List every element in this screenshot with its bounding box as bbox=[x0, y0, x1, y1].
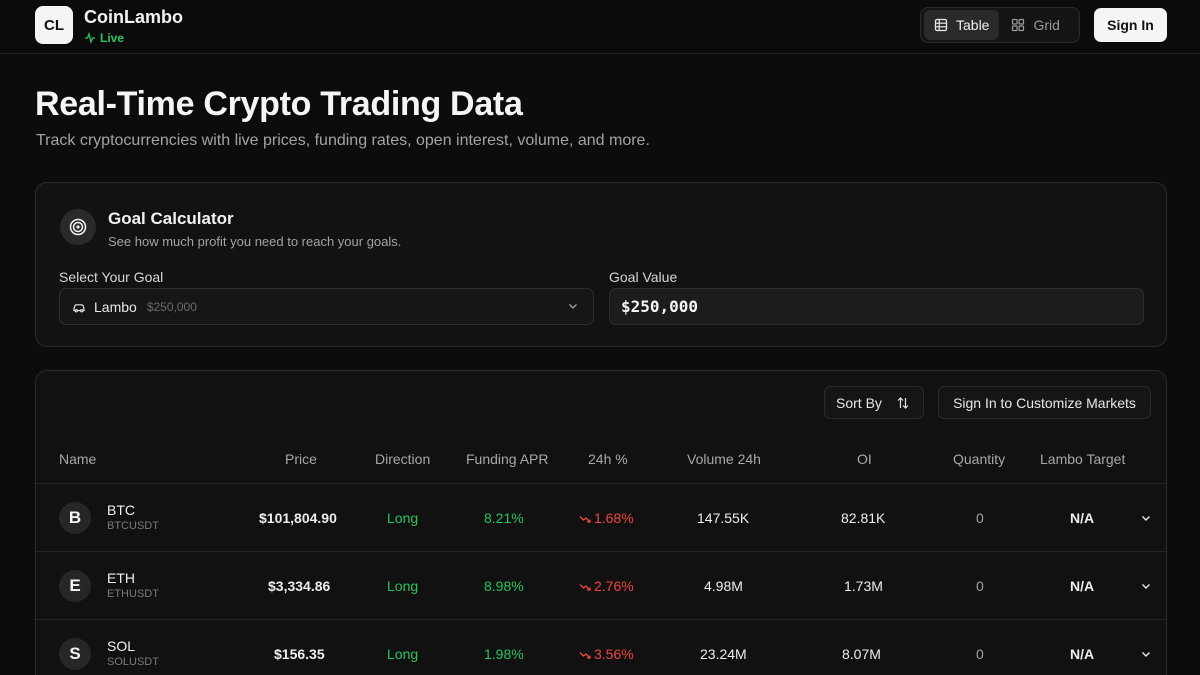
column-header-price[interactable]: Price bbox=[285, 451, 317, 467]
coin-symbol: ETH bbox=[107, 570, 135, 586]
grid-icon bbox=[1012, 18, 1025, 32]
table-view-button[interactable]: Table bbox=[924, 10, 1000, 40]
sort-arrows-icon bbox=[897, 396, 909, 409]
selected-goal-name: Lambo bbox=[94, 298, 137, 315]
coin-avatar: S bbox=[59, 638, 91, 670]
direction-cell: Long bbox=[387, 510, 419, 526]
change-cell: 3.56% bbox=[579, 646, 634, 662]
table-row[interactable]: B BTC BTCUSDT $101,804.90 Long 8.21% 1.6… bbox=[36, 483, 1166, 551]
coin-symbol: SOL bbox=[107, 638, 136, 654]
goal-value-input[interactable]: $250,000 bbox=[609, 288, 1144, 325]
change-value: 3.56% bbox=[594, 646, 634, 662]
volume-cell: 147.55K bbox=[697, 510, 750, 526]
price-cell: $101,804.90 bbox=[259, 510, 337, 526]
coin-pair: SOLUSDT bbox=[107, 656, 159, 668]
funding-cell: 8.21% bbox=[484, 510, 524, 526]
change-cell: 2.76% bbox=[579, 578, 634, 594]
lambo-target-cell: N/A bbox=[1070, 510, 1095, 526]
sort-by-button[interactable]: Sort By bbox=[824, 386, 924, 419]
change-value: 2.76% bbox=[594, 578, 634, 594]
trending-down-icon bbox=[579, 651, 591, 659]
column-header-volume[interactable]: Volume 24h bbox=[687, 451, 761, 467]
direction-cell: Long bbox=[387, 646, 419, 662]
volume-cell: 4.98M bbox=[704, 578, 743, 594]
lambo-target-cell: N/A bbox=[1070, 646, 1095, 662]
column-header-oi[interactable]: OI bbox=[857, 451, 872, 467]
coin-pair: BTCUSDT bbox=[107, 520, 159, 532]
funding-cell: 8.98% bbox=[484, 578, 524, 594]
coin-avatar: E bbox=[59, 570, 91, 602]
column-header-24h-change[interactable]: 24h % bbox=[588, 451, 628, 467]
brand-name[interactable]: CoinLambo bbox=[84, 7, 183, 27]
table-view-label: Table bbox=[956, 17, 990, 33]
target-icon bbox=[60, 209, 96, 245]
car-icon bbox=[72, 300, 86, 314]
table-icon bbox=[934, 18, 948, 32]
price-cell: $156.35 bbox=[274, 646, 325, 662]
page-title: Real-Time Crypto Trading Data bbox=[35, 85, 523, 123]
logo[interactable]: CL bbox=[35, 6, 73, 44]
coin-avatar: B bbox=[59, 502, 91, 534]
quantity-cell: 0 bbox=[976, 510, 984, 526]
coin-symbol: BTC bbox=[107, 502, 135, 518]
live-status: Live bbox=[84, 31, 124, 45]
top-bar: CL CoinLambo Live Table Grid Sign In bbox=[0, 0, 1200, 54]
column-header-funding-apr[interactable]: Funding APR bbox=[466, 451, 549, 467]
quantity-cell: 0 bbox=[976, 646, 984, 662]
column-header-direction[interactable]: Direction bbox=[375, 451, 431, 467]
chevron-down-icon[interactable] bbox=[1140, 512, 1152, 524]
table-row[interactable]: S SOL SOLUSDT $156.35 Long 1.98% 3.56% 2… bbox=[36, 619, 1166, 675]
page-subtitle: Track cryptocurrencies with live prices,… bbox=[36, 132, 650, 149]
column-header-name[interactable]: Name bbox=[59, 451, 97, 467]
goal-value-label: Goal Value bbox=[609, 269, 678, 285]
oi-cell: 82.81K bbox=[841, 510, 886, 526]
markets-table-card: Sort By Sign In to Customize Markets Nam… bbox=[35, 370, 1167, 675]
column-header-quantity[interactable]: Quantity bbox=[953, 451, 1006, 467]
chevron-down-icon bbox=[569, 304, 577, 309]
grid-view-button[interactable]: Grid bbox=[1001, 10, 1069, 40]
lambo-target-cell: N/A bbox=[1070, 578, 1095, 594]
change-value: 1.68% bbox=[594, 510, 634, 526]
volume-cell: 23.24M bbox=[700, 646, 747, 662]
goal-title: Goal Calculator bbox=[108, 209, 234, 228]
chevron-down-icon[interactable] bbox=[1140, 580, 1152, 592]
view-toggle: Table Grid bbox=[920, 7, 1080, 43]
grid-view-label: Grid bbox=[1033, 17, 1060, 33]
quantity-cell: 0 bbox=[976, 578, 984, 594]
funding-cell: 1.98% bbox=[484, 646, 524, 662]
live-label: Live bbox=[100, 31, 125, 45]
price-cell: $3,334.86 bbox=[268, 578, 331, 594]
activity-icon bbox=[85, 32, 95, 44]
goal-select-label: Select Your Goal bbox=[59, 269, 164, 285]
direction-cell: Long bbox=[387, 578, 419, 594]
customize-markets-button[interactable]: Sign In to Customize Markets bbox=[938, 386, 1151, 419]
sign-in-button[interactable]: Sign In bbox=[1094, 8, 1167, 42]
trending-down-icon bbox=[579, 515, 591, 523]
table-row[interactable]: E ETH ETHUSDT $3,334.86 Long 8.98% 2.76%… bbox=[36, 551, 1166, 619]
sort-by-label: Sort By bbox=[836, 394, 882, 411]
chevron-down-icon[interactable] bbox=[1140, 648, 1152, 660]
selected-goal-price: $250,000 bbox=[146, 299, 197, 314]
goal-subtitle: See how much profit you need to reach yo… bbox=[108, 234, 402, 249]
column-header-lambo-target[interactable]: Lambo Target bbox=[1040, 451, 1126, 467]
trending-down-icon bbox=[579, 583, 591, 591]
oi-cell: 8.07M bbox=[842, 646, 881, 662]
goal-calculator-card: Goal Calculator See how much profit you … bbox=[35, 182, 1167, 347]
change-cell: 1.68% bbox=[579, 510, 634, 526]
coin-pair: ETHUSDT bbox=[107, 588, 159, 600]
oi-cell: 1.73M bbox=[844, 578, 883, 594]
goal-select[interactable]: Lambo $250,000 bbox=[59, 288, 594, 325]
